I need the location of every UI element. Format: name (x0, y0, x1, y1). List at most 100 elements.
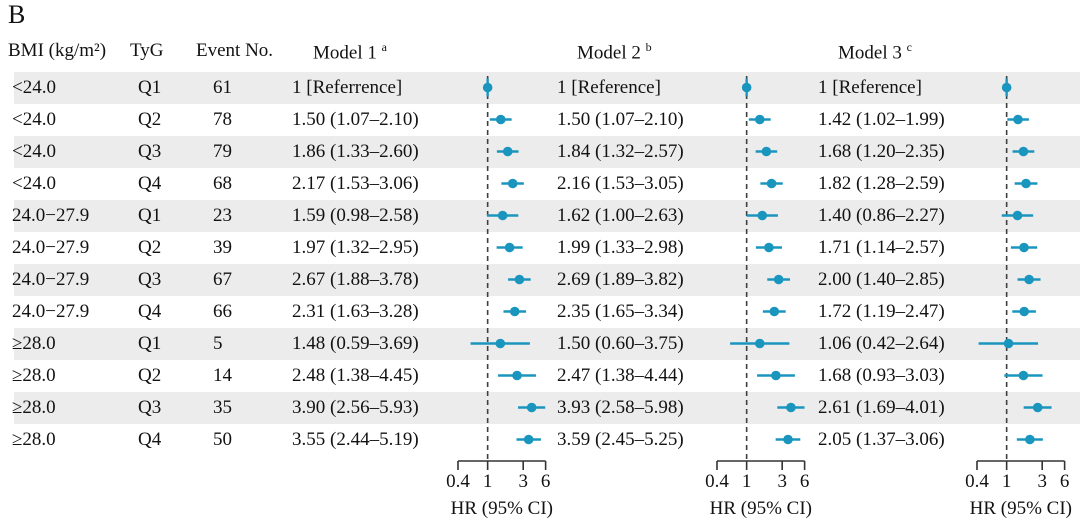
model1-hr-label: 1.48 (0.59–3.69) (292, 332, 419, 354)
bmi-cell: <24.0 (12, 108, 56, 130)
bmi-cell: ≥28.0 (12, 396, 56, 418)
model1-hr-label: 1.59 (0.98–2.58) (292, 204, 419, 226)
tyg-cell: Q1 (138, 332, 162, 354)
table-row: <24.0 Q4 68 2.17 (1.53–3.06) 2.16 (1.53–3.05… (0, 168, 1080, 200)
model2-hr-label: 3.93 (2.58–5.98) (557, 396, 684, 418)
model1-hr-label: 2.48 (1.38–4.45) (292, 364, 419, 386)
axis-title: HR (95% CI) (450, 498, 553, 519)
row-stripe (14, 263, 1080, 296)
axis-tick-label: 3 (777, 471, 787, 492)
table-row: ≥28.0 Q3 35 3.90 (2.56–5.93) 3.93 (2.58–5.98… (0, 391, 1080, 424)
axis-title: HR (95% CI) (709, 498, 812, 519)
axis-bracket (976, 460, 1066, 470)
axis-bracket (716, 460, 806, 470)
model1-footnote-mark: a (381, 40, 387, 54)
model2-hr-label: 3.59 (2.45–5.25) (557, 428, 684, 450)
table-row: 24.0−27.9 Q4 66 2.31 (1.63–3.28) 2.35 (1.65–… (0, 296, 1080, 328)
tyg-cell: Q1 (138, 204, 162, 226)
tyg-cell: Q2 (138, 364, 162, 386)
model2-hr-label: 1.50 (0.60–3.75) (557, 332, 684, 354)
table-row: ≥28.0 Q2 14 2.48 (1.38–4.45) 2.47 (1.38–4.44… (0, 360, 1080, 392)
model1-hr-label: 2.31 (1.63–3.28) (292, 300, 419, 322)
bmi-cell: 24.0−27.9 (12, 300, 90, 322)
model1-hr-label: 2.17 (1.53–3.06) (292, 172, 419, 194)
table-row: 24.0−27.9 Q3 67 2.67 (1.88–3.78) 2.69 (1.89–… (0, 263, 1080, 296)
model2-hr-label: 2.16 (1.53–3.05) (557, 172, 684, 194)
event-cell: 78 (213, 108, 232, 130)
model1-title: Model 1 (313, 42, 377, 64)
axis-bracket (457, 460, 547, 470)
model2-hr-label: 2.35 (1.65–3.34) (557, 300, 684, 322)
model3-hr-label: 1.42 (1.02–1.99) (818, 108, 945, 130)
model3-hr-label: 2.61 (1.69–4.01) (818, 396, 945, 418)
column-header-model2: Model 2 b (577, 40, 652, 64)
row-stripe (14, 199, 1080, 232)
model2-title: Model 2 (577, 42, 641, 64)
tyg-cell: Q4 (138, 172, 162, 194)
model3-hr-label: 1.71 (1.14–2.57) (818, 236, 945, 258)
model1-hr-label: 2.67 (1.88–3.78) (292, 268, 419, 290)
tyg-cell: Q4 (138, 428, 162, 450)
tyg-cell: Q3 (138, 396, 162, 418)
event-cell: 14 (213, 364, 232, 386)
axis-tick-label: 0.4 (446, 471, 470, 492)
axis-tick-label: 1 (482, 471, 493, 492)
table-row: <24.0 Q2 78 1.50 (1.07–2.10) 1.50 (1.07–2.10… (0, 104, 1080, 136)
row-stripe (14, 391, 1080, 424)
model3-hr-label: 2.05 (1.37–3.06) (818, 428, 945, 450)
model2-hr-label: 2.69 (1.89–3.82) (557, 268, 684, 290)
bmi-cell: ≥28.0 (12, 428, 56, 450)
axis-tick-label: 3 (518, 471, 528, 492)
row-stripe (14, 71, 1080, 104)
event-cell: 61 (213, 76, 232, 98)
bmi-cell: <24.0 (12, 140, 56, 162)
tyg-cell: Q4 (138, 300, 162, 322)
event-cell: 23 (213, 204, 232, 226)
axis-tick-label: 6 (799, 471, 810, 492)
model2-hr-label: 1.84 (1.32–2.57) (557, 140, 684, 162)
model1-hr-label: 1.86 (1.33–2.60) (292, 140, 419, 162)
model3-hr-label: 2.00 (1.40–2.85) (818, 268, 945, 290)
axis-tick-label: 3 (1037, 471, 1047, 492)
axis-tick-label: 1 (1001, 471, 1012, 492)
panel-label: B (8, 0, 26, 29)
column-header-model3: Model 3 c (838, 40, 912, 64)
model3-hr-label: 1.72 (1.19–2.47) (818, 300, 945, 322)
column-header-model1: Model 1 a (313, 40, 387, 64)
column-header-event: Event No. (196, 40, 274, 61)
axis-tick-label: 6 (540, 471, 551, 492)
axis-tick-label: 1 (741, 471, 752, 492)
event-cell: 67 (213, 268, 232, 290)
tyg-cell: Q3 (138, 140, 162, 162)
model1-hr-label: 1 [Referrence] (292, 76, 403, 98)
event-cell: 50 (213, 428, 232, 450)
model1-hr-label: 1.97 (1.32–2.95) (292, 236, 419, 258)
model3-footnote-mark: c (906, 40, 912, 54)
tyg-cell: Q2 (138, 108, 162, 130)
column-header-bmi: BMI (kg/m²) (8, 40, 107, 61)
table-row: <24.0 Q3 79 1.86 (1.33–2.60) 1.84 (1.32–2.57… (0, 135, 1080, 168)
tyg-cell: Q2 (138, 236, 162, 258)
model1-hr-label: 3.90 (2.56–5.93) (292, 396, 419, 418)
axis-tick-label: 0.4 (965, 471, 989, 492)
model3-title: Model 3 (838, 42, 902, 64)
model2-hr-label: 1 [Reference] (557, 76, 661, 98)
model1-hr-label: 1.50 (1.07–2.10) (292, 108, 419, 130)
axis-title: HR (95% CI) (969, 498, 1072, 519)
model3-hr-label: 1.68 (0.93–3.03) (818, 364, 945, 386)
event-cell: 35 (213, 396, 232, 418)
model3-hr-label: 1.68 (1.20–2.35) (818, 140, 945, 162)
table-row: ≥28.0 Q1 5 1.48 (0.59–3.69) 1.50 (0.60–3.75)… (0, 327, 1080, 360)
bmi-cell: 24.0−27.9 (12, 236, 90, 258)
axis-tick-label: 0.4 (705, 471, 729, 492)
bmi-cell: <24.0 (12, 172, 56, 194)
bmi-cell: ≥28.0 (12, 332, 56, 354)
model2-hr-label: 1.62 (1.00–2.63) (557, 204, 684, 226)
model2-hr-label: 1.99 (1.33–2.98) (557, 236, 684, 258)
table-row: 24.0−27.9 Q2 39 1.97 (1.32–2.95) 1.99 (1.33–… (0, 232, 1080, 264)
axis-tick-label: 6 (1059, 471, 1070, 492)
row-stripe (14, 135, 1080, 168)
model2-hr-label: 1.50 (1.07–2.10) (557, 108, 684, 130)
bmi-cell: 24.0−27.9 (12, 268, 90, 290)
